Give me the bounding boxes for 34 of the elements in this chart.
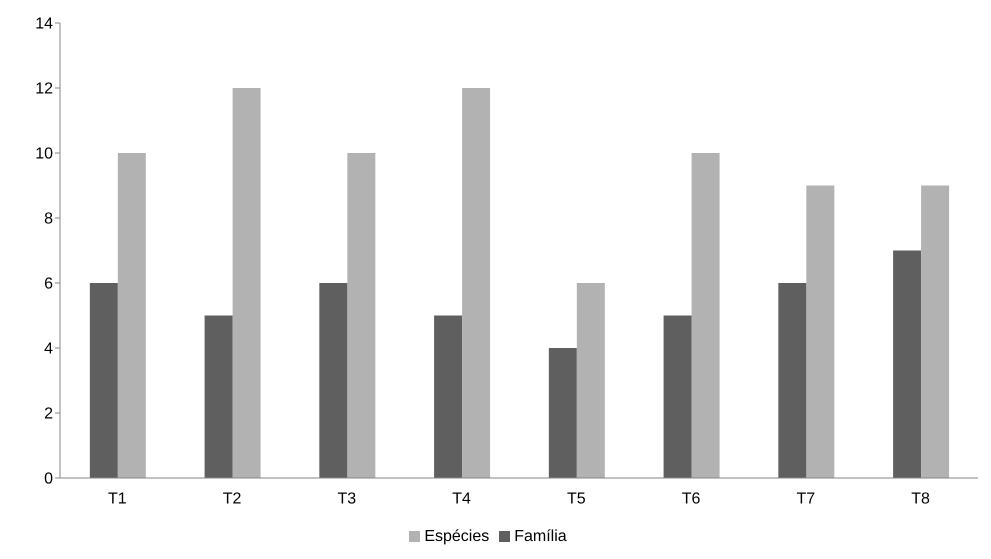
- x-tick-label: T5: [567, 490, 586, 508]
- x-tick-label: T2: [222, 490, 242, 508]
- bar: [893, 250, 922, 478]
- bar: [778, 283, 806, 478]
- bar: [548, 348, 577, 478]
- x-tick-label: T1: [108, 490, 127, 508]
- y-tick-label: 12: [35, 80, 54, 98]
- bar: [90, 283, 118, 478]
- legend-label: Família: [514, 528, 567, 545]
- y-tick-label: 8: [44, 210, 54, 228]
- y-tick-label: 2: [44, 406, 54, 423]
- bar: [576, 283, 605, 478]
- x-tick-label: T4: [452, 490, 472, 508]
- bar: [434, 316, 462, 478]
- legend-label: Espécies: [424, 528, 490, 545]
- y-tick-label: 4: [44, 340, 54, 358]
- y-tick-label: 0: [44, 470, 54, 488]
- bar: [692, 153, 720, 478]
- bar: [462, 88, 490, 478]
- bar: [118, 153, 146, 478]
- x-tick-label: T8: [911, 490, 930, 508]
- x-tick-label: T7: [796, 490, 816, 508]
- y-tick-label: 10: [35, 146, 54, 163]
- y-tick-label: 6: [44, 276, 54, 293]
- bar: [806, 186, 834, 478]
- bar: [204, 316, 233, 478]
- x-tick-label: T6: [682, 490, 701, 508]
- bar: [347, 153, 376, 478]
- bar: [921, 186, 950, 478]
- bar: [319, 283, 348, 478]
- x-tick-label: T3: [338, 490, 356, 508]
- bar: [232, 88, 261, 478]
- bar: [664, 316, 692, 478]
- y-tick-label: 14: [35, 16, 54, 33]
